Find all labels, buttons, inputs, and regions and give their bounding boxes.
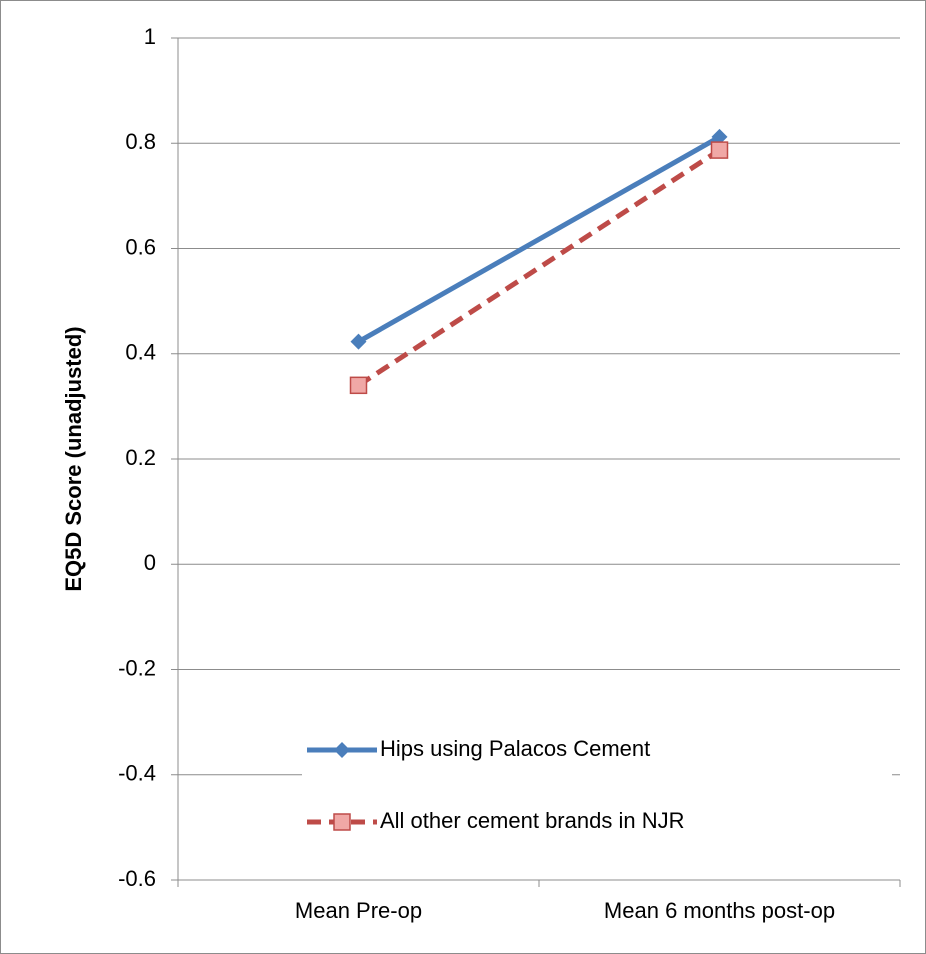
point-marker <box>349 376 368 395</box>
point-marker <box>350 333 367 350</box>
y-tick-label: 0.6 <box>125 234 156 259</box>
y-tick-label: 0 <box>144 550 156 575</box>
point-marker <box>711 128 728 145</box>
point-marker <box>710 141 729 159</box>
y-axis-title: EQ5D Score (unadjusted) <box>61 326 86 591</box>
legend-marker <box>333 813 351 831</box>
legend-label: Hips using Palacos Cement <box>380 736 650 761</box>
y-tick-label: -0.6 <box>118 866 156 891</box>
legend-label: All other cement brands in NJR <box>380 808 684 833</box>
series-line <box>357 134 721 344</box>
x-tick-label: Mean 6 months post-op <box>604 898 835 923</box>
legend-marker <box>334 742 350 758</box>
series-line <box>357 147 721 388</box>
x-tick-label: Mean Pre-op <box>295 898 422 923</box>
y-tick-label: 1 <box>144 24 156 49</box>
y-tick-label: -0.2 <box>118 655 156 680</box>
y-tick-label: -0.4 <box>118 761 156 786</box>
y-tick-label: 0.2 <box>125 445 156 470</box>
y-tick-label: 0.8 <box>125 129 156 154</box>
y-tick-label: 0.4 <box>125 340 156 365</box>
legend-box <box>302 725 892 837</box>
